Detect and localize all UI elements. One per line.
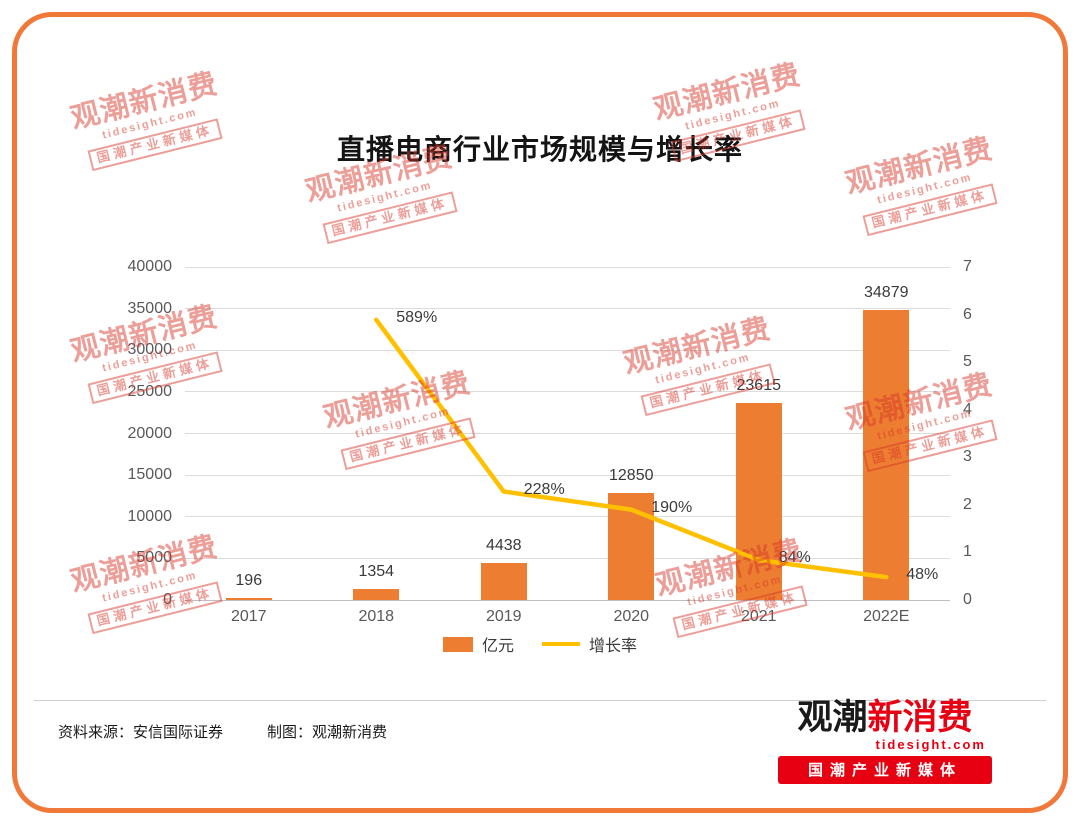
gridline — [185, 516, 950, 518]
bar-2021 — [735, 403, 782, 600]
maker-text: 制图：观潮新消费 — [267, 724, 388, 741]
legend-label-bar: 亿元 — [481, 638, 514, 655]
x-axis-label-2020: 2020 — [613, 608, 650, 625]
growth-rate-label: 48% — [906, 566, 939, 584]
gridline — [185, 391, 950, 393]
logo-text-red: 新消费 — [867, 698, 973, 737]
gridline — [185, 266, 950, 268]
logo-tagline: 国潮产业新媒体 — [778, 755, 992, 784]
bar-2017 — [225, 598, 272, 600]
bar-value-label: 4438 — [485, 537, 522, 555]
chart-legend: 亿元 增长率 — [0, 632, 1080, 656]
right-axis-tick-label: 1 — [963, 543, 972, 561]
right-axis-tick-label: 0 — [963, 591, 972, 608]
left-axis-tick-label: 5000 — [136, 549, 172, 567]
bar-value-label: 1354 — [358, 562, 395, 580]
legend-item-line: 增长率 — [542, 632, 637, 656]
x-axis-label-2019: 2019 — [485, 608, 522, 625]
growth-rate-label: 190% — [651, 498, 693, 516]
x-axis-label-2022E: 2022E — [863, 608, 910, 625]
bar-2022E — [863, 309, 910, 600]
footer-source-line: 资料来源：安信国际证券 制图：观潮新消费 — [58, 721, 387, 742]
bar-value-label: 34879 — [864, 283, 909, 301]
right-axis-tick-label: 2 — [963, 495, 972, 513]
footer-divider — [34, 700, 1046, 701]
brand-logo: 观潮新消费 tidesight.com 国潮产业新媒体 — [778, 698, 992, 784]
x-axis-label-2018: 2018 — [358, 608, 395, 625]
legend-label-line: 增长率 — [589, 638, 638, 655]
bar-value-label: 23615 — [736, 377, 782, 395]
x-axis-label-2021: 2021 — [740, 608, 777, 625]
gridline — [185, 474, 950, 476]
logo-url: tidesight.com — [875, 736, 986, 752]
right-axis-tick-label: 4 — [963, 400, 972, 418]
right-axis-tick-label: 6 — [963, 305, 972, 323]
left-axis-tick-label: 15000 — [127, 466, 173, 484]
left-axis-tick-label: 30000 — [127, 341, 173, 359]
gridline — [185, 557, 950, 559]
growth-rate-line — [374, 317, 889, 580]
left-axis-tick-label: 0 — [163, 591, 172, 608]
left-axis-tick-label: 25000 — [127, 382, 173, 400]
bar-swatch-icon — [442, 636, 473, 652]
gridline — [185, 433, 950, 434]
left-axis-tick-label: 20000 — [127, 424, 173, 442]
left-axis-tick-label: 35000 — [127, 299, 173, 317]
gridline — [185, 349, 950, 351]
bar-2019 — [480, 563, 527, 600]
line-swatch-icon — [542, 642, 580, 646]
right-axis-tick-label: 5 — [963, 353, 972, 371]
chart-title: 直播电商行业市场规模与增长率 — [336, 134, 743, 165]
x-axis-line — [185, 600, 950, 601]
gridline — [185, 308, 950, 310]
bar-value-label: 12850 — [609, 467, 654, 485]
legend-item-bar: 亿元 — [442, 632, 514, 656]
logo-text-black: 观潮 — [797, 698, 868, 737]
right-axis-tick-label: 7 — [963, 258, 972, 275]
rounded-border-frame — [12, 12, 1068, 813]
growth-rate-label: 228% — [523, 480, 565, 498]
right-axis-tick-label: 3 — [963, 448, 972, 466]
growth-rate-label: 84% — [778, 549, 811, 567]
logo-wordmark: 观潮新消费 — [778, 698, 992, 738]
source-text: 资料来源：安信国际证券 — [58, 724, 224, 741]
bar-value-label: 196 — [235, 572, 263, 589]
x-axis-label-2017: 2017 — [230, 608, 267, 625]
left-axis-tick-label: 10000 — [127, 507, 173, 525]
growth-rate-label: 589% — [396, 308, 438, 326]
bar-2018 — [353, 588, 400, 600]
left-axis-tick-label: 40000 — [127, 258, 173, 275]
